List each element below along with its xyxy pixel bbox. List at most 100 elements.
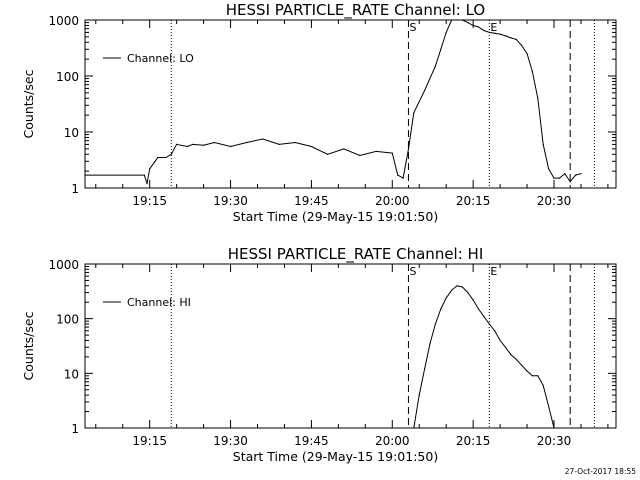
data-point — [483, 29, 485, 32]
data-point — [343, 148, 345, 150]
end-marker-label: E — [490, 265, 497, 278]
data-point — [186, 145, 188, 148]
data-point — [170, 153, 172, 155]
x-tick-label: 19:30 — [213, 194, 248, 208]
legend-label: Channel: LO — [127, 52, 194, 65]
data-point — [494, 32, 496, 34]
data-point — [327, 153, 329, 155]
data-point — [575, 174, 577, 176]
x-tick-label: 20:00 — [375, 434, 410, 448]
data-point — [472, 299, 474, 301]
data-point — [542, 384, 544, 387]
data-point — [391, 152, 393, 154]
x-axis-label: Start Time (29-May-15 19:01:50) — [233, 209, 438, 224]
start-marker-label: S — [409, 21, 416, 34]
data-point — [526, 370, 528, 372]
data-point — [310, 145, 312, 148]
data-point — [397, 174, 399, 176]
y-tick-label: 10 — [64, 126, 79, 140]
series-line-lo — [85, 19, 582, 184]
data-point — [203, 144, 205, 146]
data-point — [564, 173, 566, 175]
y-tick-label: 1000 — [48, 258, 79, 272]
y-tick-label: 1 — [71, 182, 79, 196]
data-point — [456, 285, 458, 287]
data-point — [246, 141, 248, 144]
data-point — [537, 97, 539, 99]
chart-title: HESSI PARTICLE_RATE Channel: HI — [228, 245, 484, 264]
data-point — [461, 286, 463, 288]
x-tick-label: 19:15 — [132, 434, 167, 448]
data-point — [499, 339, 501, 341]
data-point — [413, 427, 415, 429]
data-point — [262, 138, 264, 140]
x-tick-label: 20:30 — [537, 434, 572, 448]
data-point — [548, 168, 550, 170]
data-point — [359, 154, 361, 157]
data-point — [213, 141, 215, 144]
data-point — [477, 26, 480, 28]
chart-panel-hi: HESSI PARTICLE_RATE Channel: HI 19:15 19:3… — [21, 245, 617, 464]
data-point — [451, 289, 453, 291]
data-point — [434, 65, 436, 67]
data-point — [451, 19, 453, 21]
data-point — [504, 346, 507, 348]
data-point — [402, 177, 404, 179]
data-point — [531, 375, 534, 377]
x-tick-label: 19:30 — [213, 434, 248, 448]
data-point — [146, 183, 148, 185]
y-axis-label: Counts/sec — [21, 311, 36, 380]
data-point — [143, 174, 145, 176]
data-point — [488, 323, 490, 325]
plot-frame — [84, 263, 617, 429]
data-point — [418, 394, 420, 396]
x-axis-label: Start Time (29-May-15 19:01:50) — [233, 449, 438, 464]
timestamp: 27-Oct-2017 18:55 — [565, 467, 636, 476]
data-point — [192, 143, 194, 145]
data-point — [580, 173, 582, 175]
x-tick-label: 19:45 — [294, 434, 329, 448]
chart-panel-lo: HESSI PARTICLE_RATE Channel: LO 19:15 19:3… — [21, 1, 617, 224]
y-tick-label: 10 — [64, 367, 79, 381]
data-point — [294, 141, 296, 144]
x-tick-label: 20:15 — [456, 194, 491, 208]
data-point — [472, 24, 474, 26]
data-point — [176, 143, 178, 145]
y-tick-label: 1000 — [48, 14, 79, 28]
x-tick-label: 20:30 — [537, 194, 572, 208]
data-point — [510, 37, 512, 39]
data-point — [542, 143, 544, 145]
x-tick-label: 19:15 — [132, 194, 167, 208]
data-point — [553, 427, 555, 429]
data-point — [413, 112, 415, 114]
y-tick-label: 100 — [56, 70, 79, 84]
data-point — [461, 19, 463, 21]
x-tick-label: 20:15 — [456, 434, 491, 448]
data-point — [445, 31, 447, 33]
data-point — [569, 181, 571, 183]
data-point — [445, 297, 447, 299]
x-tick-label: 20:00 — [375, 194, 410, 208]
data-point — [154, 160, 156, 162]
data-point — [149, 168, 151, 170]
data-point — [531, 71, 534, 73]
data-point — [558, 177, 561, 179]
legend-label: Channel: HI — [127, 296, 191, 309]
data-point — [499, 33, 501, 35]
data-point — [429, 343, 431, 345]
data-point — [230, 145, 232, 148]
start-marker-label: S — [409, 265, 416, 278]
data-point — [515, 38, 517, 41]
data-point — [424, 368, 426, 370]
data-point — [477, 308, 480, 310]
data-point — [375, 150, 377, 152]
y-axis-label: Counts/sec — [21, 69, 36, 138]
data-point — [278, 143, 280, 145]
y-tick-label: 1 — [71, 422, 79, 436]
data-point — [548, 405, 550, 407]
end-marker-label: E — [490, 21, 497, 34]
data-point — [521, 364, 523, 366]
data-point — [537, 375, 539, 377]
data-point — [424, 89, 426, 92]
data-point — [504, 35, 507, 37]
